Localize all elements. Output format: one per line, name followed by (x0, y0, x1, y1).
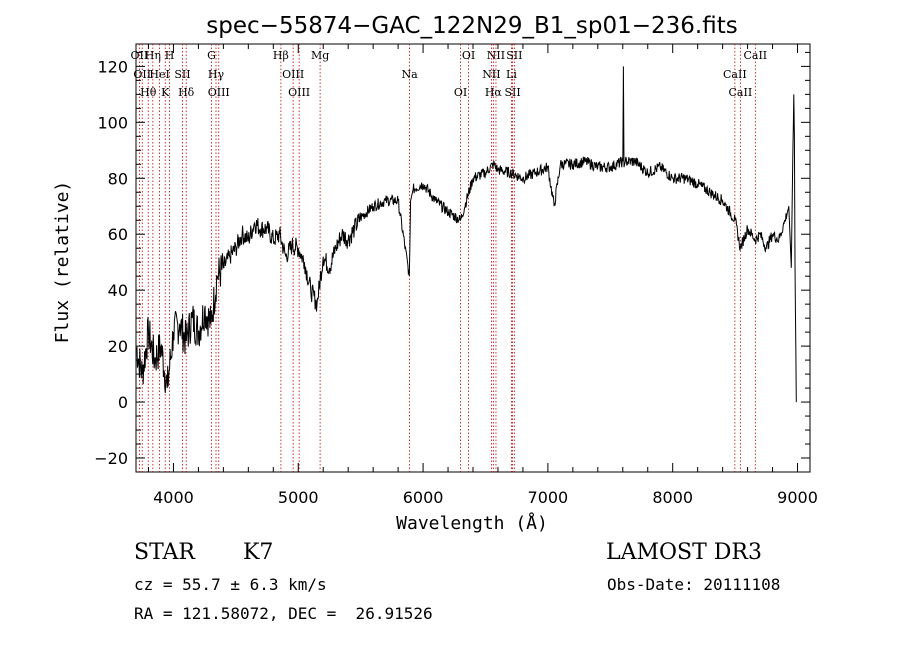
y-tick-label-2: 20 (108, 337, 128, 356)
line-label-13: OIII (282, 68, 304, 81)
line-label-16: Na (402, 68, 419, 81)
line-label-19: NII (482, 68, 500, 81)
y-tick-label-7: 120 (97, 57, 128, 76)
line-label-27: CaII (743, 49, 767, 62)
line-label-5: K (161, 86, 170, 99)
y-tick-label-6: 100 (97, 113, 128, 132)
y-tick-label-4: 60 (108, 225, 128, 244)
line-label-12: Hβ (273, 49, 289, 62)
y-tick-label-1: 0 (118, 393, 128, 412)
line-label-26: CaII (729, 86, 753, 99)
line-label-1: OII (133, 68, 151, 81)
line-label-14: OIII (288, 86, 310, 99)
x-tick-label-5: 9000 (777, 488, 818, 507)
line-label-7: SII (174, 68, 190, 81)
line-label-0: OII (131, 49, 149, 62)
y-tick-label-3: 40 (108, 281, 128, 300)
survey-name: LAMOST DR3 (606, 540, 762, 565)
x-tick-label-2: 6000 (403, 488, 444, 507)
line-label-10: Hγ (208, 68, 225, 81)
spectral-line-labels: OII OII Hθ Hη HeI K H SII Hδ G Hγ OIII Hβ OIII OIII Mg N… (131, 49, 768, 99)
line-label-20: Hα (485, 86, 503, 99)
line-label-8: Hδ (178, 86, 195, 99)
line-label-18: OI (462, 49, 475, 62)
plot-frame (135, 43, 811, 473)
line-label-3: Hη (145, 49, 161, 62)
redshift-velocity: cz = 55.7 ± 6.3 km/s (134, 575, 327, 594)
object-class: STAR (134, 540, 195, 565)
line-label-15: Mg (311, 49, 329, 62)
x-axis-ticks: 4000 5000 6000 7000 8000 9000 (147, 44, 818, 507)
y-axis-ticks: −20 0 20 40 60 80 100 120 (94, 51, 810, 468)
spectrum-line (135, 66, 797, 403)
line-label-23: SII (504, 86, 520, 99)
line-label-21: NII (487, 49, 505, 62)
observation-date: Obs-Date: 20111108 (607, 575, 781, 594)
x-axis-label: Wavelength (Å) (396, 512, 548, 534)
line-label-6: H (165, 49, 175, 62)
line-label-9: G (207, 49, 216, 62)
x-tick-label-0: 4000 (153, 488, 194, 507)
spectral-line-markers (138, 44, 756, 472)
x-tick-label-1: 5000 (278, 488, 319, 507)
y-tick-label-0: −20 (94, 449, 128, 468)
y-axis-label: Flux (relative) (52, 181, 73, 344)
line-label-24: SII (506, 49, 522, 62)
x-tick-label-4: 8000 (652, 488, 693, 507)
chart-title: spec−55874−GAC_122N29_B1_sp01−236.fits (206, 13, 737, 39)
line-label-4: HeI (149, 68, 169, 81)
line-label-22: Li (506, 68, 517, 81)
line-label-25: CaII (723, 68, 747, 81)
spectral-subclass: K7 (243, 540, 274, 565)
y-tick-label-5: 80 (108, 169, 128, 188)
line-label-11: OIII (208, 86, 230, 99)
coordinates: RA = 121.58072, DEC = 26.91526 (134, 604, 433, 623)
line-label-2: Hθ (140, 86, 157, 99)
line-label-17: OI (454, 86, 467, 99)
x-tick-label-3: 7000 (528, 488, 569, 507)
